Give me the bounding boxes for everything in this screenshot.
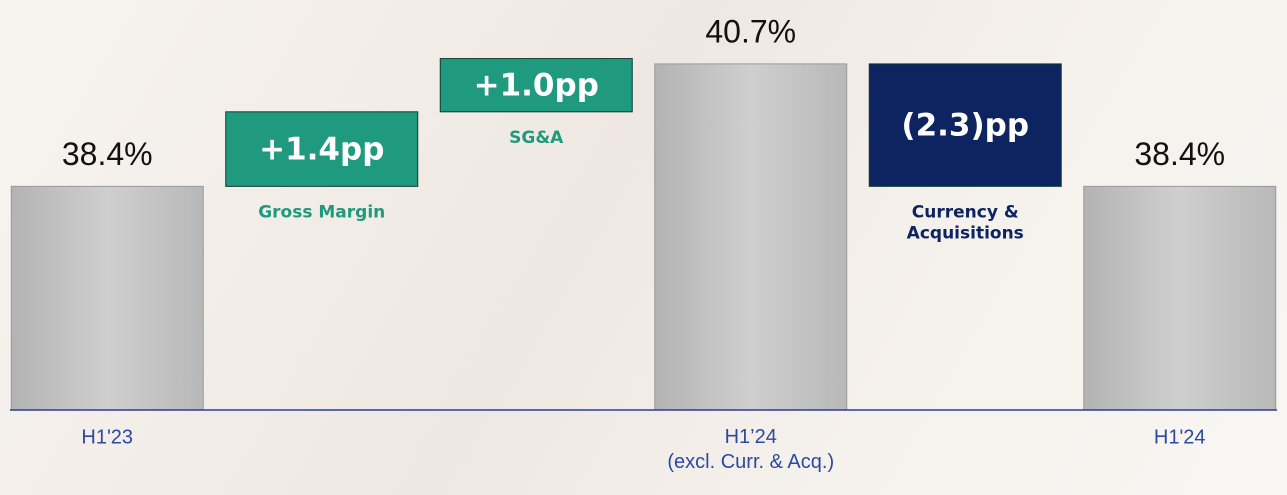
- bar: [10, 185, 204, 411]
- value-label: (2.3)pp: [901, 108, 1029, 144]
- bar: [868, 63, 1062, 187]
- value-label: 38.4%: [62, 136, 153, 172]
- value-label: +1.0pp: [474, 68, 599, 104]
- category-label: Currency & Acquisitions: [907, 202, 1024, 243]
- category-label: SG&A: [509, 128, 564, 148]
- x-tick-label: H1'23: [81, 426, 133, 448]
- value-label: +1.4pp: [259, 132, 384, 168]
- bar: [439, 58, 633, 113]
- value-label: 40.7%: [705, 13, 796, 49]
- bar: [654, 63, 848, 411]
- value-label: 38.4%: [1134, 136, 1225, 172]
- category-label: Gross Margin: [258, 202, 385, 222]
- x-tick-label: H1'24: [1154, 426, 1206, 448]
- x-tick-label: H1’24 (excl. Curr. & Acq.): [667, 426, 834, 473]
- bar: [1083, 185, 1277, 411]
- bar: [225, 111, 419, 187]
